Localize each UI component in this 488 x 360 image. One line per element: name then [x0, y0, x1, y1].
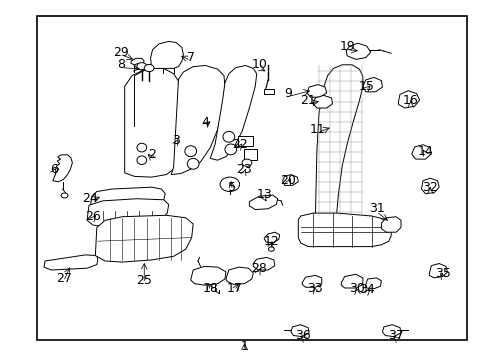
Polygon shape [315, 65, 362, 216]
Polygon shape [298, 213, 390, 247]
Ellipse shape [223, 179, 236, 189]
Polygon shape [95, 215, 193, 262]
Text: 27: 27 [56, 273, 71, 285]
Text: 37: 37 [387, 329, 403, 342]
Polygon shape [398, 91, 419, 108]
Text: 21: 21 [300, 94, 315, 107]
Polygon shape [365, 278, 381, 289]
Text: 16: 16 [402, 94, 418, 107]
Ellipse shape [137, 143, 146, 152]
Text: 28: 28 [251, 262, 266, 275]
Polygon shape [411, 145, 430, 159]
Polygon shape [225, 267, 253, 284]
Polygon shape [306, 85, 326, 97]
Bar [264, 89, 273, 94]
Polygon shape [253, 257, 274, 270]
Polygon shape [346, 43, 370, 59]
Polygon shape [381, 217, 400, 232]
Polygon shape [171, 66, 224, 175]
Text: 25: 25 [136, 274, 152, 287]
Polygon shape [131, 58, 144, 66]
Text: 3: 3 [172, 134, 180, 147]
Bar [244, 149, 256, 160]
Text: 2: 2 [147, 148, 155, 161]
Polygon shape [282, 175, 298, 185]
Polygon shape [124, 68, 181, 177]
Text: 30: 30 [348, 282, 364, 294]
Text: 36: 36 [295, 329, 310, 342]
Ellipse shape [137, 156, 146, 165]
Polygon shape [362, 77, 382, 92]
Polygon shape [341, 274, 362, 288]
Ellipse shape [223, 131, 234, 142]
Ellipse shape [184, 146, 196, 157]
Text: 1: 1 [240, 340, 248, 353]
Bar [238, 136, 252, 146]
Ellipse shape [242, 159, 251, 166]
Text: 15: 15 [358, 80, 374, 93]
Text: 5: 5 [228, 181, 236, 194]
Polygon shape [150, 41, 183, 68]
Polygon shape [312, 95, 332, 108]
Text: 9: 9 [284, 87, 292, 100]
Text: 34: 34 [358, 283, 374, 296]
Polygon shape [264, 232, 279, 243]
Text: 4: 4 [201, 116, 209, 129]
Text: 13: 13 [256, 188, 271, 201]
Polygon shape [90, 187, 165, 209]
Text: 26: 26 [85, 210, 101, 222]
Polygon shape [382, 325, 400, 337]
Text: 14: 14 [417, 145, 432, 158]
Polygon shape [421, 178, 438, 194]
Polygon shape [290, 325, 308, 337]
Text: 10: 10 [251, 58, 266, 71]
Ellipse shape [144, 64, 154, 72]
Text: 32: 32 [422, 181, 437, 194]
Ellipse shape [134, 64, 141, 69]
Polygon shape [249, 195, 277, 210]
Text: 17: 17 [226, 282, 242, 294]
Bar [37, 16, 466, 340]
Ellipse shape [268, 247, 274, 251]
Ellipse shape [187, 158, 199, 169]
Text: 7: 7 [186, 51, 194, 64]
Polygon shape [428, 264, 447, 278]
Text: 12: 12 [263, 235, 279, 248]
Text: 19: 19 [339, 40, 354, 53]
Polygon shape [302, 275, 321, 287]
Ellipse shape [61, 193, 68, 198]
Text: 33: 33 [307, 282, 323, 294]
Text: 8: 8 [117, 58, 125, 71]
Text: 31: 31 [368, 202, 384, 215]
Polygon shape [53, 155, 72, 182]
Ellipse shape [137, 63, 146, 70]
Polygon shape [190, 266, 225, 285]
Polygon shape [44, 255, 98, 270]
Polygon shape [210, 66, 256, 160]
Ellipse shape [220, 177, 239, 192]
Text: 35: 35 [434, 267, 449, 280]
Text: 24: 24 [82, 192, 98, 204]
Polygon shape [87, 199, 168, 228]
Text: 29: 29 [113, 46, 129, 59]
Text: 6: 6 [50, 163, 58, 176]
Text: 23: 23 [236, 163, 252, 176]
Text: 11: 11 [309, 123, 325, 136]
Text: 20: 20 [280, 174, 296, 186]
Text: 18: 18 [202, 282, 218, 294]
Ellipse shape [224, 144, 236, 155]
Text: 22: 22 [231, 138, 247, 150]
